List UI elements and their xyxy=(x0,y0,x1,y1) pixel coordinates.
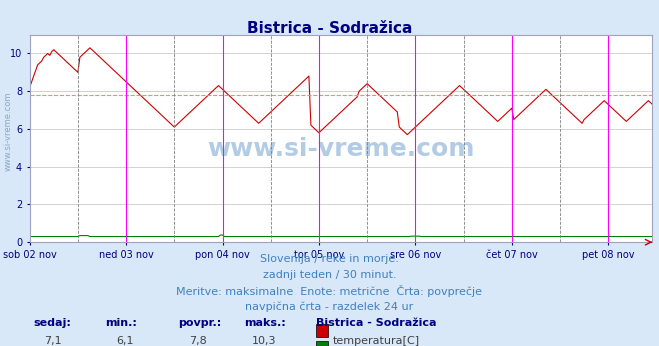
Text: temperatura[C]: temperatura[C] xyxy=(333,336,420,346)
Text: 7,8: 7,8 xyxy=(189,336,206,346)
Text: 7,1: 7,1 xyxy=(44,336,61,346)
Text: Slovenija / reke in morje.: Slovenija / reke in morje. xyxy=(260,254,399,264)
Text: min.:: min.: xyxy=(105,318,137,328)
Text: maks.:: maks.: xyxy=(244,318,285,328)
Text: www.si-vreme.com: www.si-vreme.com xyxy=(3,92,13,171)
Text: sedaj:: sedaj: xyxy=(33,318,71,328)
Text: Meritve: maksimalne  Enote: metrične  Črta: povprečje: Meritve: maksimalne Enote: metrične Črta… xyxy=(177,285,482,298)
Text: Bistrica - Sodražica: Bistrica - Sodražica xyxy=(247,21,412,36)
Text: Bistrica - Sodražica: Bistrica - Sodražica xyxy=(316,318,437,328)
Text: 10,3: 10,3 xyxy=(251,336,276,346)
Text: zadnji teden / 30 minut.: zadnji teden / 30 minut. xyxy=(263,270,396,280)
Text: navpična črta - razdelek 24 ur: navpična črta - razdelek 24 ur xyxy=(245,301,414,311)
Text: www.si-vreme.com: www.si-vreme.com xyxy=(208,137,474,161)
Text: povpr.:: povpr.: xyxy=(178,318,221,328)
Text: 6,1: 6,1 xyxy=(117,336,134,346)
